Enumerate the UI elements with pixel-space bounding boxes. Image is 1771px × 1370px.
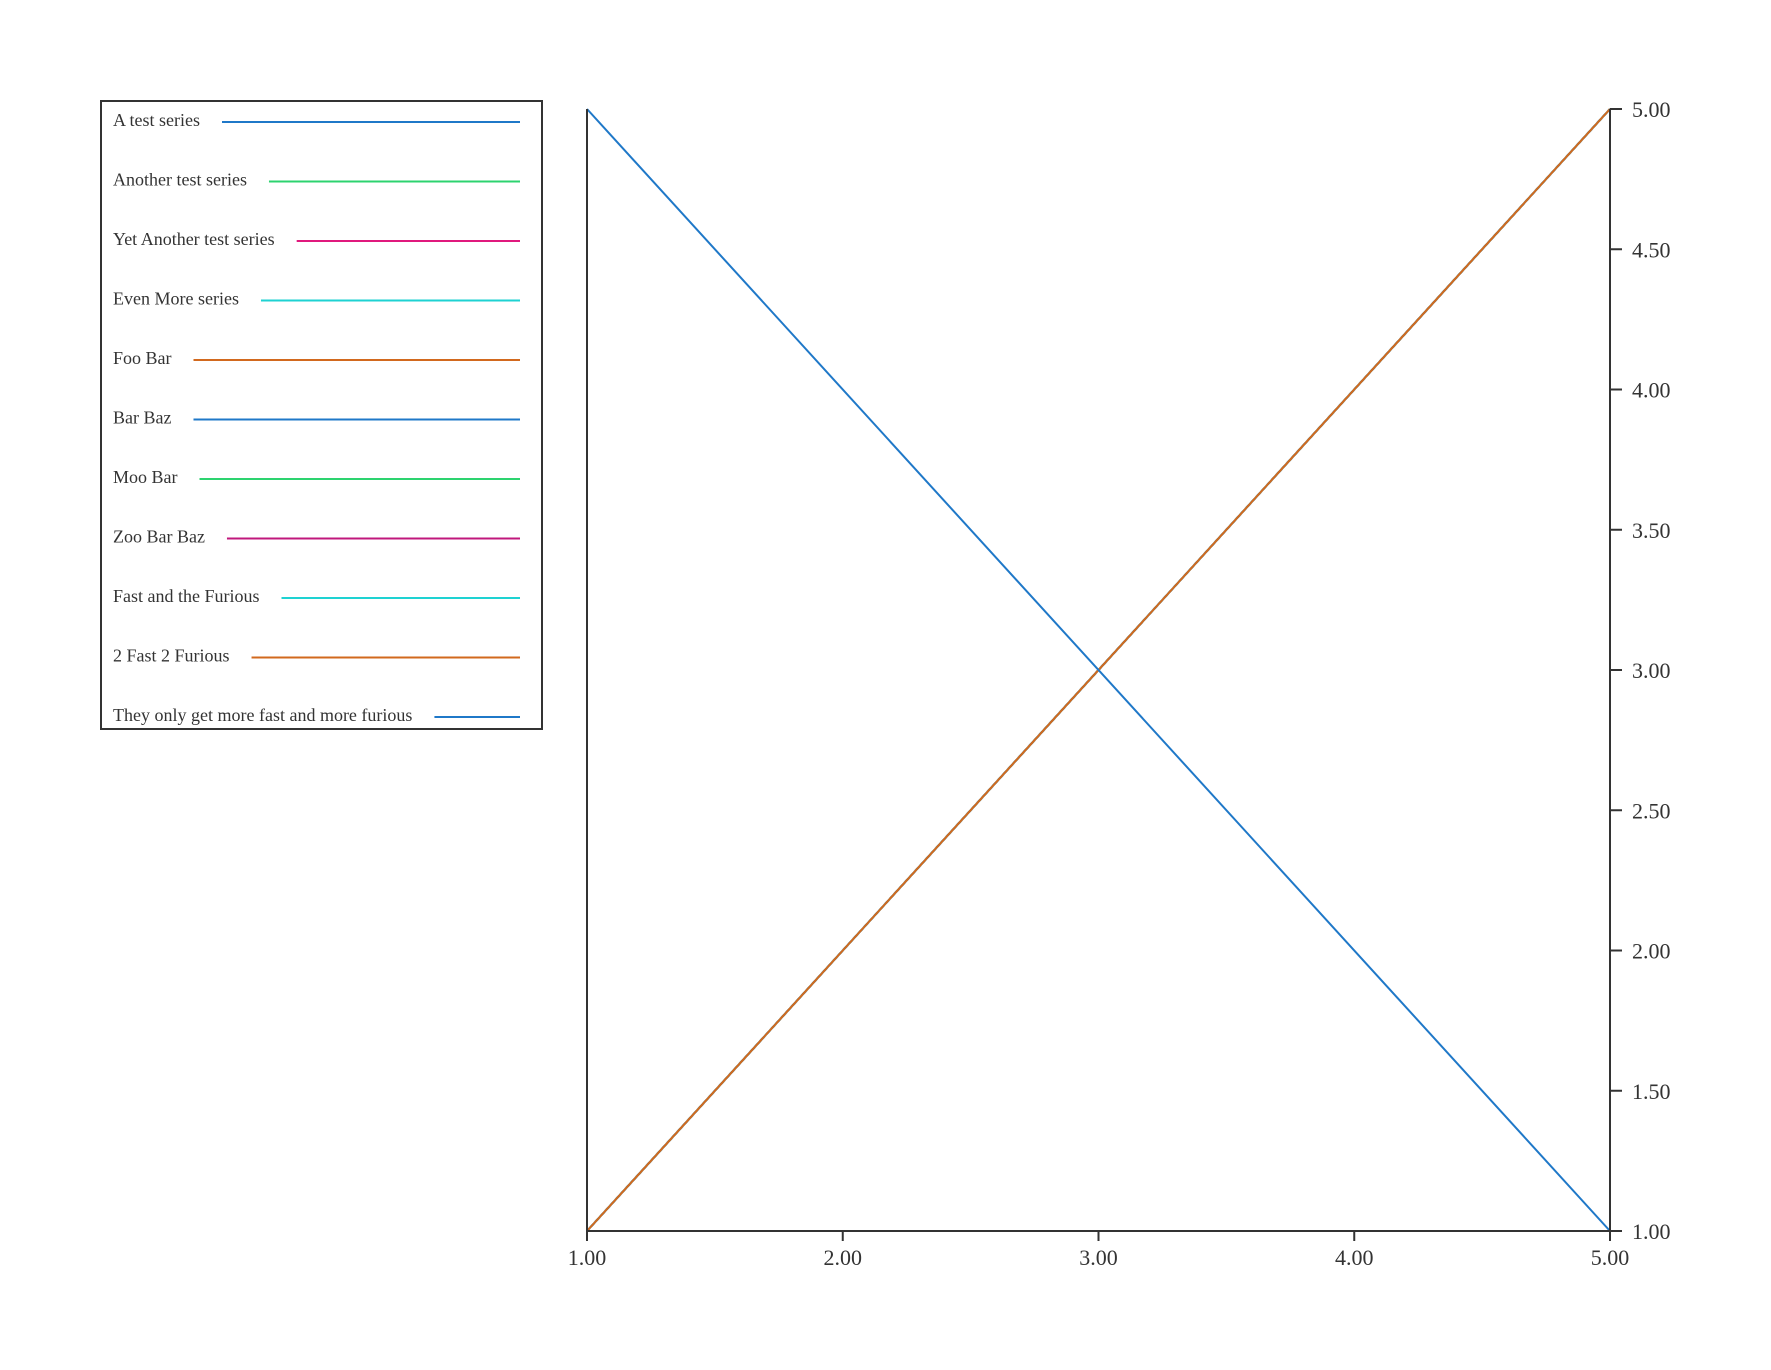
y-tick-label-1: 1.50 — [1632, 1079, 1671, 1104]
series-layer — [586, 108, 1611, 1232]
y-tick-label-3: 2.50 — [1632, 798, 1671, 823]
legend-label-2: Yet Another test series — [113, 229, 275, 249]
axes: 1.00 2.00 3.00 4.00 5.001.001.502.002.503.00… — [568, 97, 1671, 1270]
x-tick-label-4: 5.00 — [1591, 1245, 1630, 1270]
x-tick-label-2: 3.00 — [1079, 1245, 1118, 1270]
legend-label-1: Another test series — [113, 170, 247, 190]
y-tick-label-5: 3.50 — [1632, 518, 1671, 543]
legend: A test series Another test series Yet Anot… — [100, 100, 543, 730]
legend-label-5: Bar Baz — [113, 408, 171, 428]
x-tick-label-3: 4.00 — [1335, 1245, 1374, 1270]
legend-label-8: Fast and the Furious — [113, 586, 260, 606]
y-tick-label-0: 1.00 — [1632, 1219, 1671, 1244]
x-tick-label-0: 1.00 — [568, 1245, 607, 1270]
legend-label-10: They only get more fast and more furious — [113, 705, 412, 725]
legend-label-3: Even More series — [113, 289, 239, 309]
legend-label-6: Moo Bar — [113, 467, 178, 487]
y-tick-label-6: 4.00 — [1632, 378, 1671, 403]
legend-box — [100, 100, 543, 730]
legend-label-4: Foo Bar — [113, 348, 172, 368]
y-tick-label-2: 2.00 — [1632, 939, 1671, 964]
legend-label-9: 2 Fast 2 Furious — [113, 646, 230, 666]
x-tick-label-1: 2.00 — [824, 1245, 863, 1270]
legend-label-7: Zoo Bar Baz — [113, 527, 205, 547]
series-line-10 — [586, 108, 1611, 1232]
legend-label-0: A test series — [113, 110, 200, 130]
y-tick-label-7: 4.50 — [1632, 237, 1671, 262]
y-tick-label-4: 3.00 — [1632, 658, 1671, 683]
y-tick-label-8: 5.00 — [1632, 97, 1671, 122]
